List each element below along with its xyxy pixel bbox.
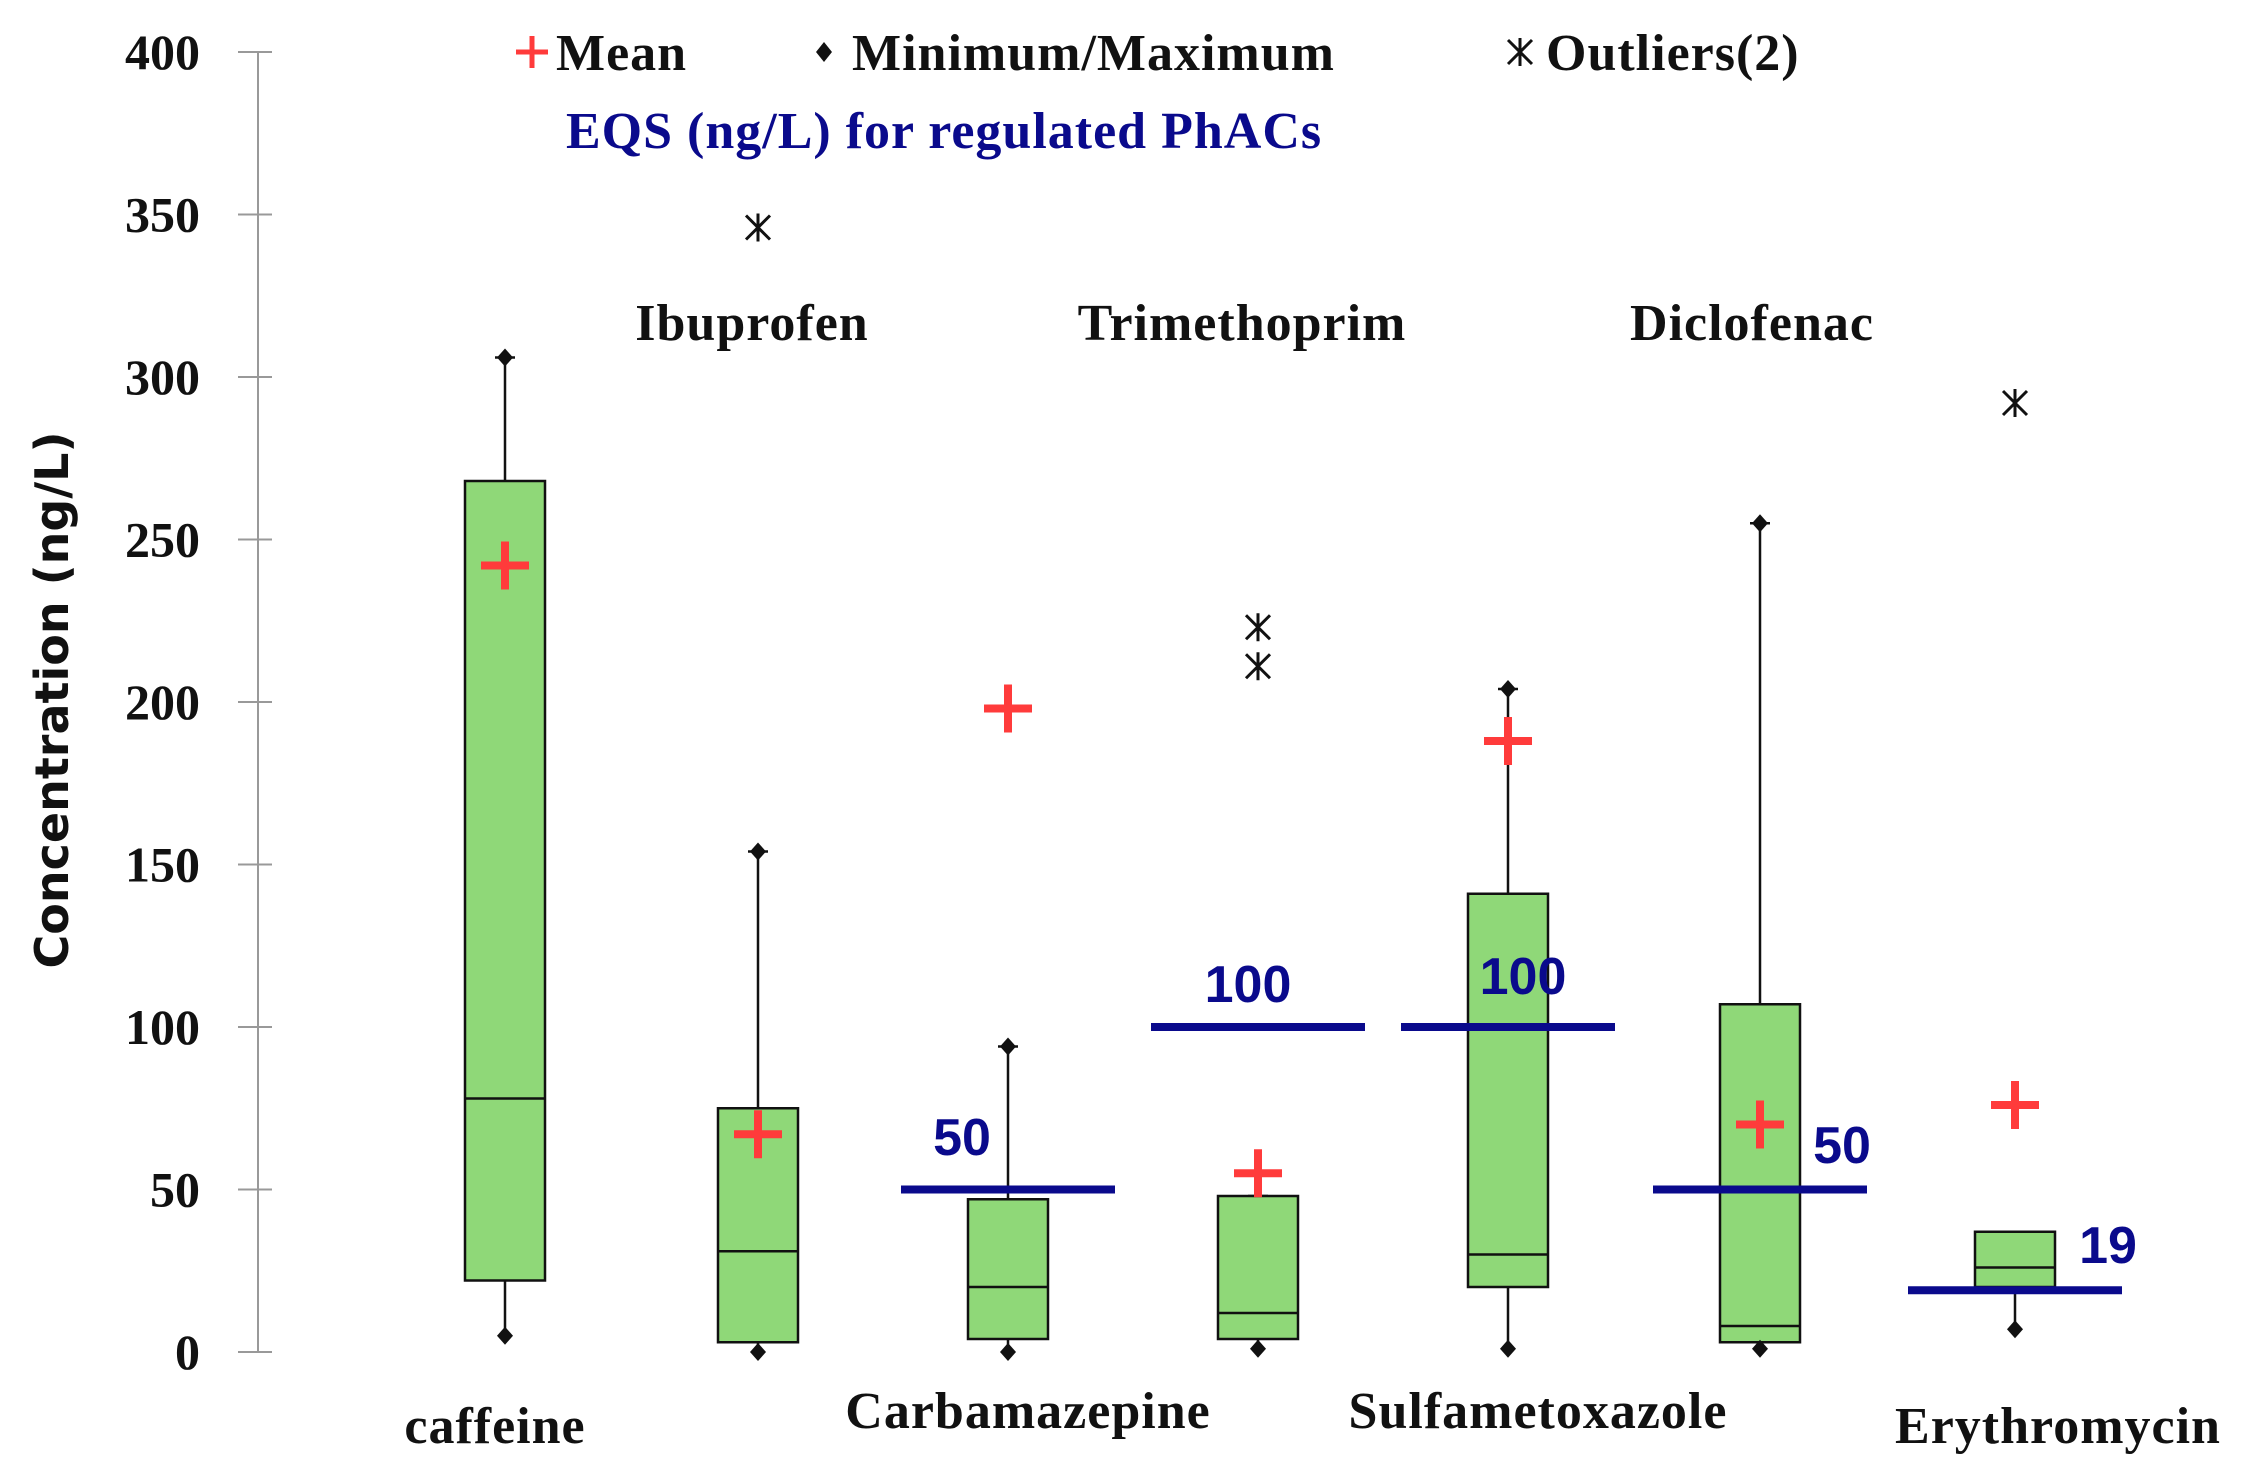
legend: Mean Minimum/Maximum Outliers(2) EQS (ng… — [516, 25, 1800, 160]
min-marker — [1000, 1343, 1016, 1361]
y-tick-label: 50 — [150, 1162, 200, 1218]
y-tick-label: 200 — [125, 674, 200, 730]
legend-minmax-marker-icon — [816, 42, 832, 62]
y-axis-label: Concentration (ng/L) — [25, 432, 79, 969]
legend-mean-marker-icon — [516, 36, 548, 68]
box-group-trimethoprim: 100 Trimethoprim — [1078, 295, 1407, 1358]
eqs-value-label: 19 — [2079, 1217, 2137, 1275]
category-label: caffeine — [404, 1398, 585, 1455]
mean-marker — [734, 1110, 782, 1159]
max-marker — [750, 842, 766, 861]
iqr-box — [463, 479, 547, 1282]
box-group-ibuprofen: Ibuprofen — [635, 213, 868, 1361]
mean-marker — [984, 684, 1032, 733]
y-tick-label: 250 — [125, 512, 200, 568]
y-tick-label: 300 — [125, 349, 200, 405]
max-marker — [497, 348, 513, 367]
legend-minmax-label: Minimum/Maximum — [852, 25, 1335, 82]
eqs-value-label: 50 — [933, 1109, 991, 1167]
box-group-sulfametoxazole: 100 Sulfametoxazole — [1349, 680, 1728, 1440]
legend-outlier-marker-icon — [1506, 38, 1534, 66]
eqs-value-label: 100 — [1205, 956, 1292, 1014]
category-label: Ibuprofen — [635, 295, 868, 352]
iqr-box — [966, 1198, 1050, 1341]
y-tick-label: 400 — [125, 24, 200, 80]
category-label: Carbamazepine — [845, 1383, 1210, 1440]
max-marker — [1500, 680, 1516, 698]
iqr-box — [1216, 1194, 1300, 1341]
outlier-marker — [1244, 613, 1272, 642]
outlier-marker — [1244, 652, 1272, 681]
legend-eqs-title: EQS (ng/L) for regulated PhACs — [566, 103, 1322, 160]
min-marker — [1500, 1339, 1516, 1358]
mean-marker — [1484, 717, 1532, 765]
y-tick-label: 350 — [125, 187, 200, 243]
mean-marker — [1736, 1100, 1784, 1149]
box-group-carbamazepine: 50 Carbamazepine — [845, 684, 1210, 1440]
y-tick-label: 0 — [175, 1324, 200, 1380]
legend-mean-label: Mean — [556, 25, 687, 82]
min-marker — [2007, 1320, 2023, 1339]
y-axis-ticks: 0 50 100 150 200 250 300 350 400 — [125, 24, 272, 1380]
y-tick-label: 100 — [125, 999, 200, 1055]
min-marker — [750, 1343, 766, 1361]
plot-area: caffeine Ibuprofen 50 Carbamazepine 100 Trime… — [404, 213, 2221, 1455]
max-marker — [1000, 1037, 1016, 1056]
mean-marker — [1991, 1081, 2039, 1129]
category-label: Trimethoprim — [1078, 295, 1407, 352]
mean-marker — [1234, 1149, 1282, 1198]
y-tick-label: 150 — [125, 837, 200, 893]
mean-marker — [481, 541, 529, 590]
outlier-marker — [744, 213, 772, 242]
box-group-erythromycin: 19 Erythromycin — [1895, 389, 2221, 1455]
min-marker — [1250, 1339, 1266, 1358]
box-group-caffeine: caffeine — [404, 348, 585, 1455]
category-label: Diclofenac — [1630, 295, 1874, 352]
max-marker — [1752, 514, 1768, 533]
iqr-box — [1466, 892, 1550, 1289]
legend-outliers-label: Outliers(2) — [1546, 25, 1800, 82]
outlier-marker — [2001, 389, 2029, 417]
category-label: Sulfametoxazole — [1349, 1383, 1728, 1440]
iqr-box — [1718, 1003, 1802, 1344]
iqr-box — [1973, 1230, 2057, 1289]
eqs-value-label: 50 — [1813, 1117, 1871, 1175]
eqs-value-label: 100 — [1480, 948, 1567, 1006]
min-marker — [1752, 1339, 1768, 1358]
box-group-diclofenac: 50 Diclofenac — [1630, 295, 1874, 1358]
min-marker — [497, 1326, 513, 1345]
category-label: Erythromycin — [1895, 1398, 2221, 1455]
